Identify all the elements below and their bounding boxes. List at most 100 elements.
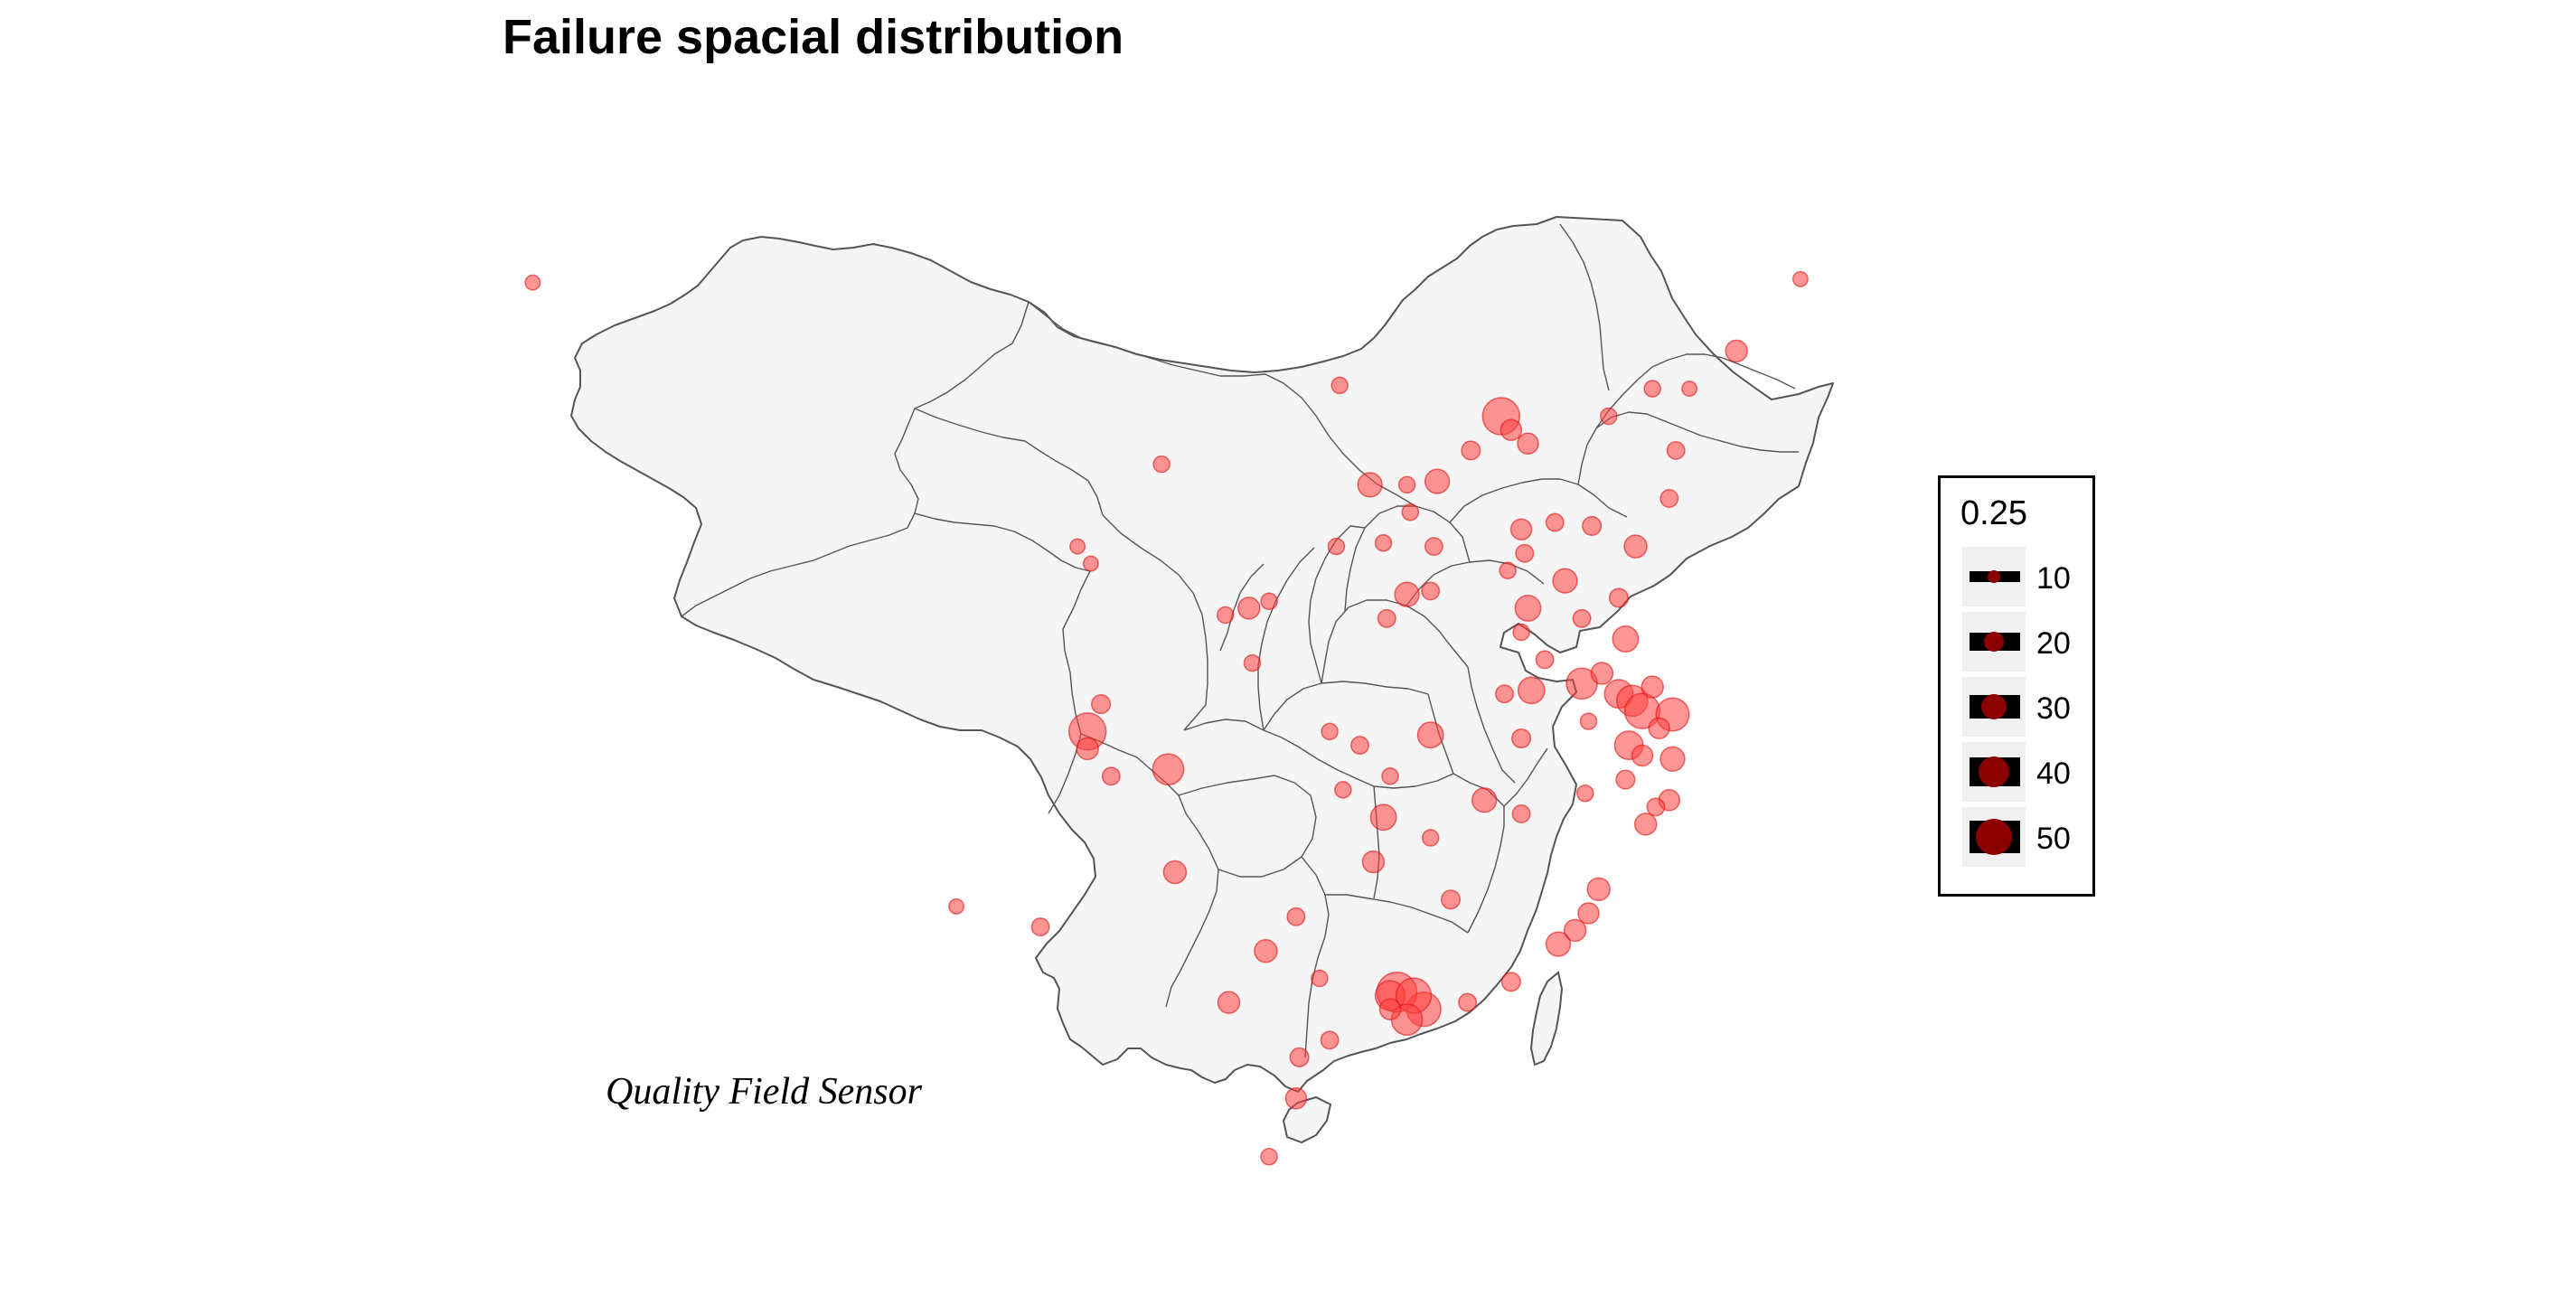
failure-point-17 (1260, 592, 1278, 611)
border-henan (1321, 599, 1469, 684)
failure-point-5 (1643, 380, 1661, 398)
legend-key-dot (1984, 632, 2004, 652)
legend-key-40 (1962, 742, 2026, 802)
border-liaoning-jilin (1577, 411, 1799, 485)
failure-point-20 (1377, 608, 1396, 628)
failure-point-11 (1424, 468, 1451, 494)
failure-point-25 (1623, 534, 1648, 559)
failure-point-89 (1152, 753, 1185, 786)
failure-point-28 (1499, 561, 1517, 579)
failure-point-54 (1369, 803, 1397, 832)
watermark-text: Quality Field Sensor (606, 1071, 922, 1113)
border-gansu-mongolia (1028, 301, 1104, 344)
failure-point-76 (1311, 969, 1329, 988)
taiwan-outline (1529, 971, 1564, 1066)
failure-point-53 (1321, 722, 1339, 741)
border-sichuan-chongqing (1183, 719, 1299, 747)
failure-point-37 (1590, 662, 1614, 685)
border-beijing-liaoning (1449, 478, 1628, 523)
failure-point-65 (1545, 931, 1572, 957)
failure-point-9 (1500, 418, 1523, 441)
border-jilin-heilongjiang (1595, 353, 1796, 429)
border-zhejiang (1503, 747, 1548, 807)
failure-point-94 (1216, 606, 1235, 625)
failure-point-19 (1421, 581, 1441, 601)
border-hebei (1344, 505, 1471, 612)
failure-point-96 (1401, 503, 1420, 521)
border-hubei-hunan (1297, 746, 1454, 789)
failure-point-74 (1289, 1047, 1310, 1067)
border-tibet-qinghai (914, 512, 1091, 572)
failure-point-79 (1217, 991, 1241, 1014)
failure-point-51 (1416, 721, 1444, 749)
failure-point-66 (1500, 972, 1521, 992)
failure-point-1 (1791, 270, 1809, 287)
legend-key-dot (1981, 694, 2007, 719)
failure-point-101 (1646, 797, 1666, 817)
failure-point-67 (1458, 992, 1478, 1012)
failure-point-81 (1260, 1148, 1278, 1166)
border-hubei (1263, 681, 1429, 731)
failure-point-73 (1378, 998, 1402, 1020)
legend-key-20 (1962, 612, 2026, 672)
legend-key-10 (1962, 547, 2026, 606)
failure-point-90 (1069, 538, 1086, 555)
failure-point-84 (948, 897, 965, 915)
border-hunan-jiangxi (1373, 785, 1380, 899)
failure-point-95 (1243, 653, 1262, 672)
province-borders (681, 223, 1799, 1058)
failure-point-82 (1162, 860, 1188, 885)
legend-title: 0.25 (1960, 494, 2027, 532)
failure-point-6 (1600, 407, 1618, 426)
failure-point-22 (1509, 518, 1533, 540)
failure-point-34 (1495, 684, 1514, 704)
failure-point-0 (524, 274, 541, 291)
failure-point-92 (1152, 455, 1170, 474)
failure-point-78 (1254, 938, 1278, 963)
border-guangxi-guangdong (1301, 856, 1330, 1058)
failure-point-16 (1237, 597, 1261, 620)
failure-point-35 (1511, 728, 1532, 749)
failure-point-32 (1612, 625, 1640, 653)
failure-point-23 (1545, 512, 1565, 532)
failure-point-13 (1397, 475, 1416, 494)
failure-point-62 (1586, 877, 1611, 902)
failure-point-60 (1440, 889, 1462, 910)
failure-points (524, 270, 1809, 1166)
border-xinjiang-tibet (681, 408, 919, 617)
border-heilongjiang-mongolia (1559, 223, 1610, 391)
failure-point-33 (1517, 676, 1546, 705)
size-legend: 0.25 10 20 30 40 50 (1938, 475, 2095, 897)
failure-point-45 (1659, 746, 1686, 772)
failure-point-63 (1577, 902, 1600, 925)
border-xinjiang-east (914, 301, 1029, 409)
border-yunnan-guangxi (1165, 813, 1219, 1008)
legend-label-30: 30 (2036, 691, 2071, 726)
failure-point-86 (1091, 694, 1112, 715)
failure-point-98 (1512, 623, 1530, 642)
legend-key-dot (1988, 570, 2000, 583)
legend-label-40: 40 (2036, 756, 2071, 791)
failure-point-93 (1330, 376, 1349, 395)
failure-point-24 (1582, 515, 1603, 536)
failure-point-30 (1514, 594, 1542, 622)
border-guizhou (1178, 775, 1317, 878)
failure-point-97 (1535, 650, 1555, 670)
border-shaanxi (1257, 547, 1315, 731)
border-anhui-jiangsu (1467, 666, 1516, 784)
failure-point-48 (1633, 813, 1658, 836)
china-outline (570, 216, 1834, 1093)
failure-point-44 (1631, 744, 1654, 767)
map-title: Failure spacial distribution (503, 10, 1124, 64)
failure-point-64 (1563, 918, 1587, 943)
failure-point-61 (1421, 829, 1440, 847)
failure-point-27 (1515, 543, 1535, 563)
failure-point-14 (1327, 537, 1346, 556)
failure-point-50 (1579, 712, 1598, 730)
failure-point-52 (1350, 736, 1369, 756)
border-ningxia (1219, 563, 1264, 652)
failure-point-87 (1076, 737, 1099, 761)
failure-point-91 (1082, 555, 1099, 572)
